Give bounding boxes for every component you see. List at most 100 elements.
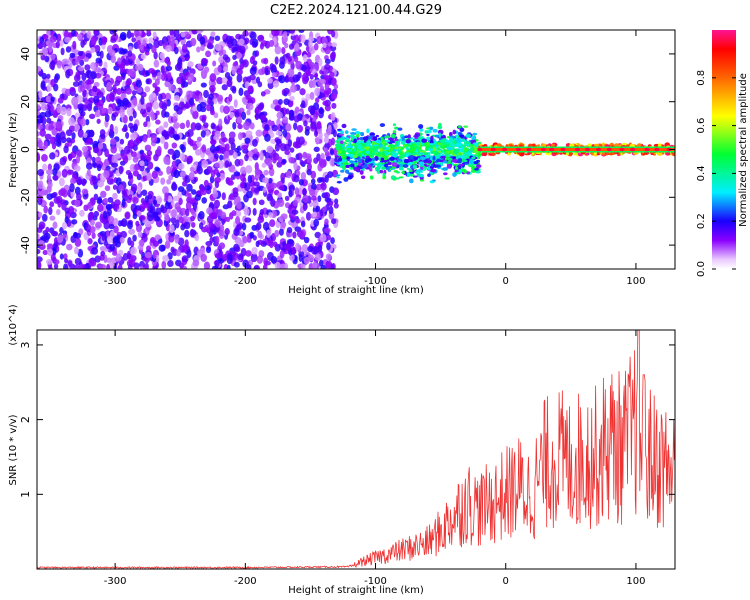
heatmap-cell <box>55 40 60 49</box>
heatmap-cell <box>298 187 303 197</box>
heatmap-cell <box>123 145 131 155</box>
heatmap-cell <box>320 182 327 191</box>
heatmap-cell <box>457 165 462 170</box>
heatmap-cell <box>153 153 159 162</box>
heatmap-cell <box>446 164 452 169</box>
heatmap-cell <box>48 206 53 216</box>
heatmap-cell <box>97 180 105 188</box>
heatmap-cell <box>344 138 350 143</box>
heatmap-cell <box>250 253 258 263</box>
heatmap-cell <box>355 130 360 134</box>
heatmap-cell <box>78 106 84 115</box>
heatmap-cell <box>285 52 291 59</box>
heatmap-cell <box>199 185 206 192</box>
heatmap-cell <box>281 158 287 164</box>
heatmap-cell <box>402 164 409 168</box>
heatmap-cell <box>100 190 107 198</box>
heatmap-cell <box>72 40 77 50</box>
heatmap-cell <box>256 222 262 231</box>
heatmap-cell <box>213 112 219 119</box>
heatmap-cell <box>289 254 295 261</box>
heatmap-cell <box>308 39 313 49</box>
heatmap-cell <box>274 143 280 152</box>
heatmap-cell <box>349 134 355 138</box>
heatmap-cell <box>465 143 471 147</box>
heatmap-cell <box>353 138 358 144</box>
heatmap-cell <box>203 89 209 99</box>
heatmap-cell <box>166 99 171 107</box>
heatmap-cell <box>253 148 258 154</box>
heatmap-cell <box>121 189 127 196</box>
heatmap-cell <box>300 34 306 44</box>
heatmap-cell <box>191 30 197 35</box>
heatmap-cell <box>216 77 224 85</box>
heatmap-cell <box>341 123 347 129</box>
heatmap-cell <box>190 122 197 131</box>
heatmap-cell <box>128 115 134 122</box>
heatmap-cell <box>90 62 97 70</box>
heatmap-cell <box>100 250 106 257</box>
heatmap-cell <box>71 30 76 37</box>
heatmap-cell <box>203 179 209 187</box>
heatmap-cell <box>344 169 350 174</box>
heatmap-cell <box>314 231 322 239</box>
heatmap-cell <box>104 185 111 192</box>
heatmap-cell <box>121 198 126 208</box>
heatmap-cell <box>424 130 429 134</box>
heatmap-cell <box>343 177 349 182</box>
heatmap-cell <box>324 45 331 55</box>
heatmap-cell <box>216 94 224 102</box>
heatmap-cell <box>421 144 427 147</box>
heatmap-cell <box>115 177 122 187</box>
heatmap-cell <box>354 144 358 150</box>
heatmap-cell <box>61 58 69 65</box>
heatmap-cell <box>269 131 275 138</box>
heatmap-cell <box>105 203 113 210</box>
heatmap-cell <box>310 178 316 185</box>
heatmap-cell <box>174 234 180 244</box>
heatmap-cell <box>164 202 171 210</box>
heatmap-cell <box>278 75 286 84</box>
heatmap-cell <box>284 149 290 155</box>
heatmap-cell <box>74 257 82 266</box>
heatmap-cell <box>126 107 134 117</box>
heatmap-cell <box>228 194 233 200</box>
heatmap-cell <box>274 56 279 65</box>
heatmap-cell <box>293 122 298 131</box>
heatmap-cell <box>249 122 255 130</box>
heatmap-cell <box>119 138 125 145</box>
heatmap-cell <box>218 230 225 239</box>
heatmap-cell <box>280 221 287 229</box>
heatmap-cell <box>274 229 280 238</box>
heatmap-cell <box>303 236 310 244</box>
heatmap-cell <box>188 97 195 106</box>
heatmap-cell <box>105 93 112 103</box>
heatmap-cell <box>158 244 166 252</box>
heatmap-cell <box>258 199 265 206</box>
heatmap-cell <box>375 134 379 138</box>
heatmap-cell <box>353 162 358 167</box>
heatmap-cell <box>267 195 274 201</box>
heatmap-cell <box>128 194 133 201</box>
heatmap-cell <box>349 163 355 168</box>
heatmap-cell <box>66 108 72 117</box>
heatmap-cell <box>210 169 216 179</box>
heatmap-cell <box>163 141 169 150</box>
heatmap-cell <box>330 137 336 146</box>
heatmap-cell <box>497 143 502 148</box>
heatmap-cell <box>266 229 271 238</box>
x-tick-label: 0 <box>503 276 509 287</box>
heatmap-cell <box>127 264 133 269</box>
heatmap-cell <box>108 223 115 230</box>
heatmap-cell <box>323 90 330 98</box>
heatmap-cell <box>168 84 175 92</box>
heatmap-cell <box>63 145 69 154</box>
heatmap-cell <box>87 212 95 221</box>
heatmap-cell <box>392 123 396 127</box>
heatmap-cell <box>393 169 399 173</box>
heatmap-cell <box>315 88 320 97</box>
heatmap-cell <box>371 157 376 162</box>
heatmap-cell <box>283 143 291 151</box>
heatmap-cell <box>132 213 138 220</box>
